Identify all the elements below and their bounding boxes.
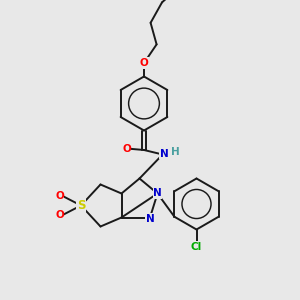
Text: S: S: [77, 199, 85, 212]
Text: O: O: [55, 191, 64, 201]
Text: N: N: [146, 214, 154, 224]
Text: O: O: [122, 143, 131, 154]
Text: Cl: Cl: [191, 242, 202, 252]
Text: O: O: [55, 210, 64, 220]
Text: H: H: [171, 146, 180, 157]
Text: N: N: [160, 149, 169, 159]
Text: O: O: [140, 58, 148, 68]
Text: N: N: [153, 188, 162, 199]
